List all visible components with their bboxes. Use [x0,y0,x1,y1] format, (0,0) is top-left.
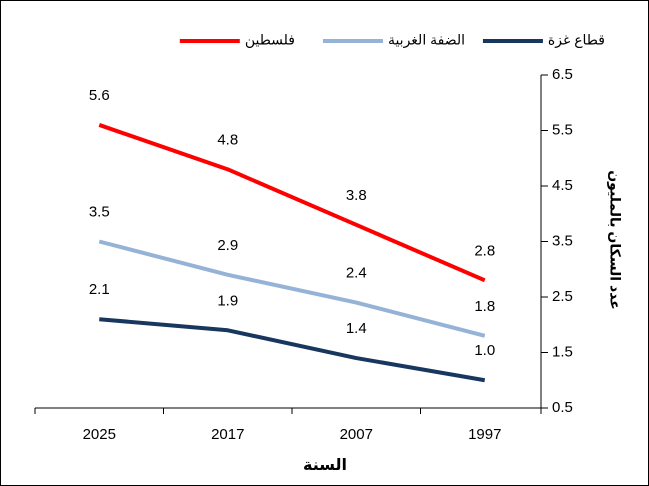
data-label: 5.6 [89,87,110,104]
data-label: 2.1 [89,281,110,298]
series-line [98,239,486,338]
y-tick-label: 2.5 [552,288,573,305]
series-line [99,317,486,383]
y-tick-label: 6.5 [552,66,573,83]
x-tick-label: 1997 [468,426,501,443]
y-tick-label: 4.5 [552,177,573,194]
data-label: 2.9 [217,237,238,254]
y-axis-title: عدد السكان بالمليون [606,170,623,310]
data-label: 3.8 [346,187,367,204]
data-label: 2.4 [346,265,367,282]
data-label: 2.8 [474,242,495,259]
legend-label: الضفة الغربية [388,32,465,49]
x-tick-label: 2017 [211,426,244,443]
y-tick-label: 3.5 [552,232,573,249]
x-axis-title: السنة [303,457,347,474]
x-tick-label: 2025 [83,426,116,443]
data-label: 1.4 [346,320,367,337]
data-label: 1.0 [474,342,495,359]
data-label: 4.8 [217,131,238,148]
y-tick-label: 1.5 [552,343,573,360]
legend-label: فلسطين [245,32,295,49]
y-tick-label: 5.5 [552,121,573,138]
data-label: 3.5 [89,203,110,220]
series-line [98,123,486,283]
data-label: 1.9 [217,292,238,309]
x-tick-label: 2007 [340,426,373,443]
data-label: 1.8 [474,298,495,315]
y-tick-label: 0.5 [552,399,573,416]
legend-label: قطاع غزة [548,32,605,49]
